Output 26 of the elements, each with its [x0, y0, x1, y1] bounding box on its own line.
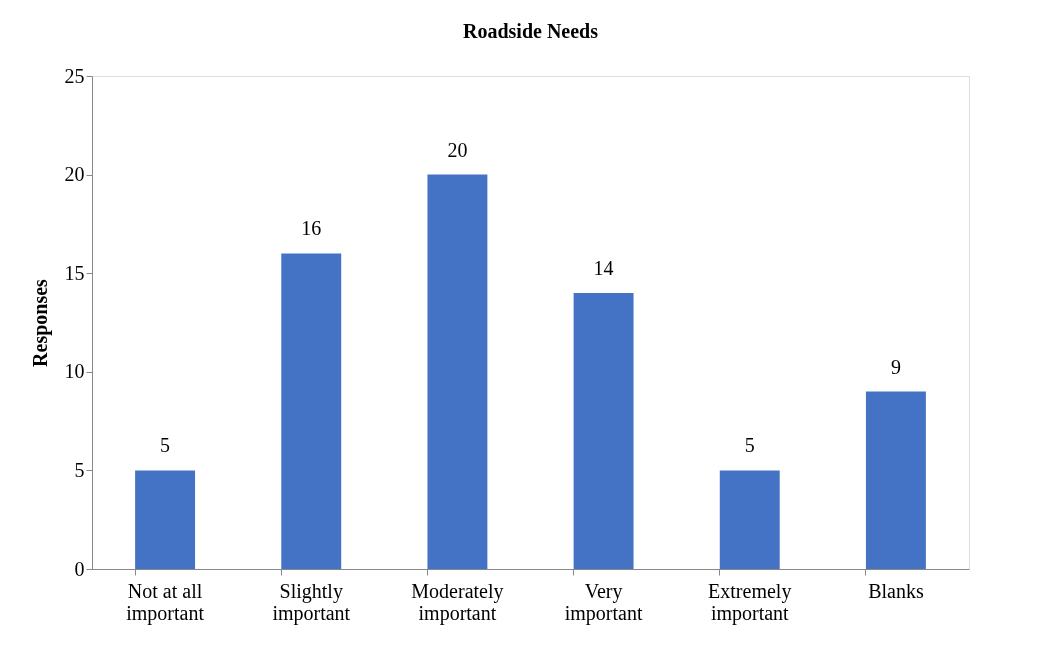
data-label: 20: [447, 138, 468, 161]
y-axis-title: Responses: [28, 278, 52, 367]
data-label: 5: [744, 434, 755, 457]
x-tick-label: Extremely important: [708, 579, 792, 625]
x-tick-label: Very important: [564, 579, 643, 625]
data-label: 14: [593, 256, 614, 279]
x-tick-label: Slightly important: [272, 579, 351, 625]
data-label: 5: [160, 434, 171, 457]
data-label: 9: [890, 355, 901, 378]
x-tick-label: Not at all important: [126, 579, 205, 625]
y-tick-label: 10: [64, 360, 85, 383]
y-tick-label: 0: [74, 557, 85, 580]
chart-title: Roadside Needs: [462, 20, 599, 42]
y-tick-label: 15: [64, 261, 85, 284]
y-tick-label: 25: [64, 64, 85, 87]
bar: [427, 174, 488, 569]
x-tick-label: Blanks: [868, 579, 924, 602]
bar: [719, 470, 780, 569]
bar: [135, 470, 196, 569]
bar: [865, 391, 926, 569]
y-tick-label: 20: [64, 163, 85, 186]
bar: [573, 292, 634, 569]
x-tick-label: Moderately important: [411, 579, 504, 625]
data-label: 16: [301, 217, 322, 240]
bar: [281, 253, 342, 569]
y-tick-label: 5: [74, 458, 85, 481]
